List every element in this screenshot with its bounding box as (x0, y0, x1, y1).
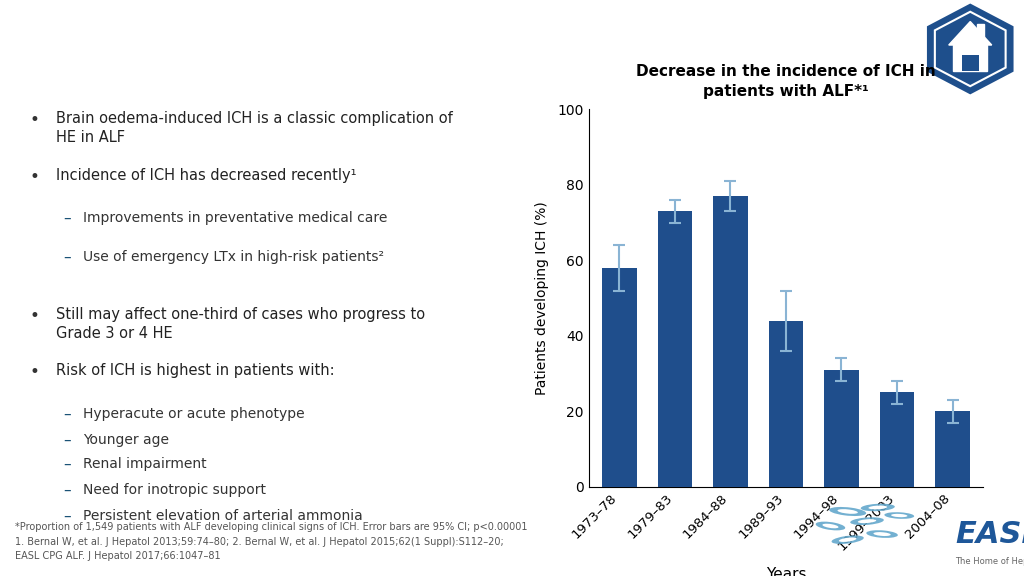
Ellipse shape (829, 507, 866, 516)
Text: Hyperacute or acute phenotype: Hyperacute or acute phenotype (84, 407, 305, 420)
Text: •: • (30, 168, 39, 185)
Text: –: – (63, 457, 71, 472)
Polygon shape (926, 2, 1015, 96)
Polygon shape (935, 12, 1006, 86)
Ellipse shape (858, 519, 877, 523)
Bar (880, 392, 914, 487)
Text: Persistent elevation of arterial ammonia: Persistent elevation of arterial ammonia (84, 509, 364, 523)
Text: –: – (63, 433, 71, 448)
Text: Younger age: Younger age (84, 433, 170, 447)
Ellipse shape (839, 537, 856, 542)
Text: Risk of ICH is highest in patients with:: Risk of ICH is highest in patients with: (56, 363, 335, 378)
Text: ™: ™ (1023, 517, 1024, 526)
Bar (769, 321, 803, 487)
Text: Renal impairment: Renal impairment (84, 457, 207, 471)
Ellipse shape (816, 522, 845, 530)
Bar (935, 411, 970, 487)
Text: •: • (30, 363, 39, 381)
Text: –: – (63, 407, 71, 422)
Ellipse shape (885, 512, 914, 519)
Text: EASL: EASL (955, 520, 1024, 548)
Text: Improvements in preventative medical care: Improvements in preventative medical car… (84, 211, 388, 225)
Text: The Home of Hepatology: The Home of Hepatology (955, 557, 1024, 566)
Ellipse shape (868, 506, 887, 509)
FancyBboxPatch shape (977, 25, 984, 37)
Text: Still may affect one-third of cases who progress to
Grade 3 or 4 HE: Still may affect one-third of cases who … (56, 307, 425, 341)
Text: Need for inotropic support: Need for inotropic support (84, 483, 266, 497)
Ellipse shape (838, 509, 858, 514)
X-axis label: Years: Years (766, 567, 806, 576)
Text: –: – (63, 211, 71, 226)
Polygon shape (948, 21, 991, 45)
Text: –: – (63, 250, 71, 265)
Ellipse shape (891, 514, 907, 517)
Text: Brain oedema-induced ICH is a classic complication of
HE in ALF: Brain oedema-induced ICH is a classic co… (56, 111, 453, 145)
Text: •: • (30, 307, 39, 325)
FancyBboxPatch shape (962, 55, 979, 70)
Text: Use of emergency LTx in high-risk patients²: Use of emergency LTx in high-risk patien… (84, 250, 384, 264)
Ellipse shape (850, 517, 884, 525)
Ellipse shape (831, 536, 864, 544)
Bar (713, 196, 748, 487)
Bar (657, 211, 692, 487)
Text: The brain in ALF: intracranial hypertension: The brain in ALF: intracranial hypertens… (18, 32, 522, 56)
Text: •: • (30, 111, 39, 129)
Title: Decrease in the incidence of ICH in
patients with ALF*¹: Decrease in the incidence of ICH in pati… (636, 64, 936, 98)
Text: *Proportion of 1,549 patients with ALF developing clinical signs of ICH. Error b: *Proportion of 1,549 patients with ALF d… (15, 522, 527, 561)
FancyBboxPatch shape (953, 45, 987, 70)
Text: Incidence of ICH has decreased recently¹: Incidence of ICH has decreased recently¹ (56, 168, 356, 183)
Text: –: – (63, 483, 71, 498)
Text: –: – (63, 509, 71, 524)
Ellipse shape (861, 503, 895, 511)
Bar (824, 370, 859, 487)
Ellipse shape (866, 530, 898, 538)
Ellipse shape (873, 532, 891, 536)
Y-axis label: Patients developing ICH (%): Patients developing ICH (%) (536, 201, 549, 395)
Bar (602, 268, 637, 487)
Ellipse shape (822, 524, 839, 528)
